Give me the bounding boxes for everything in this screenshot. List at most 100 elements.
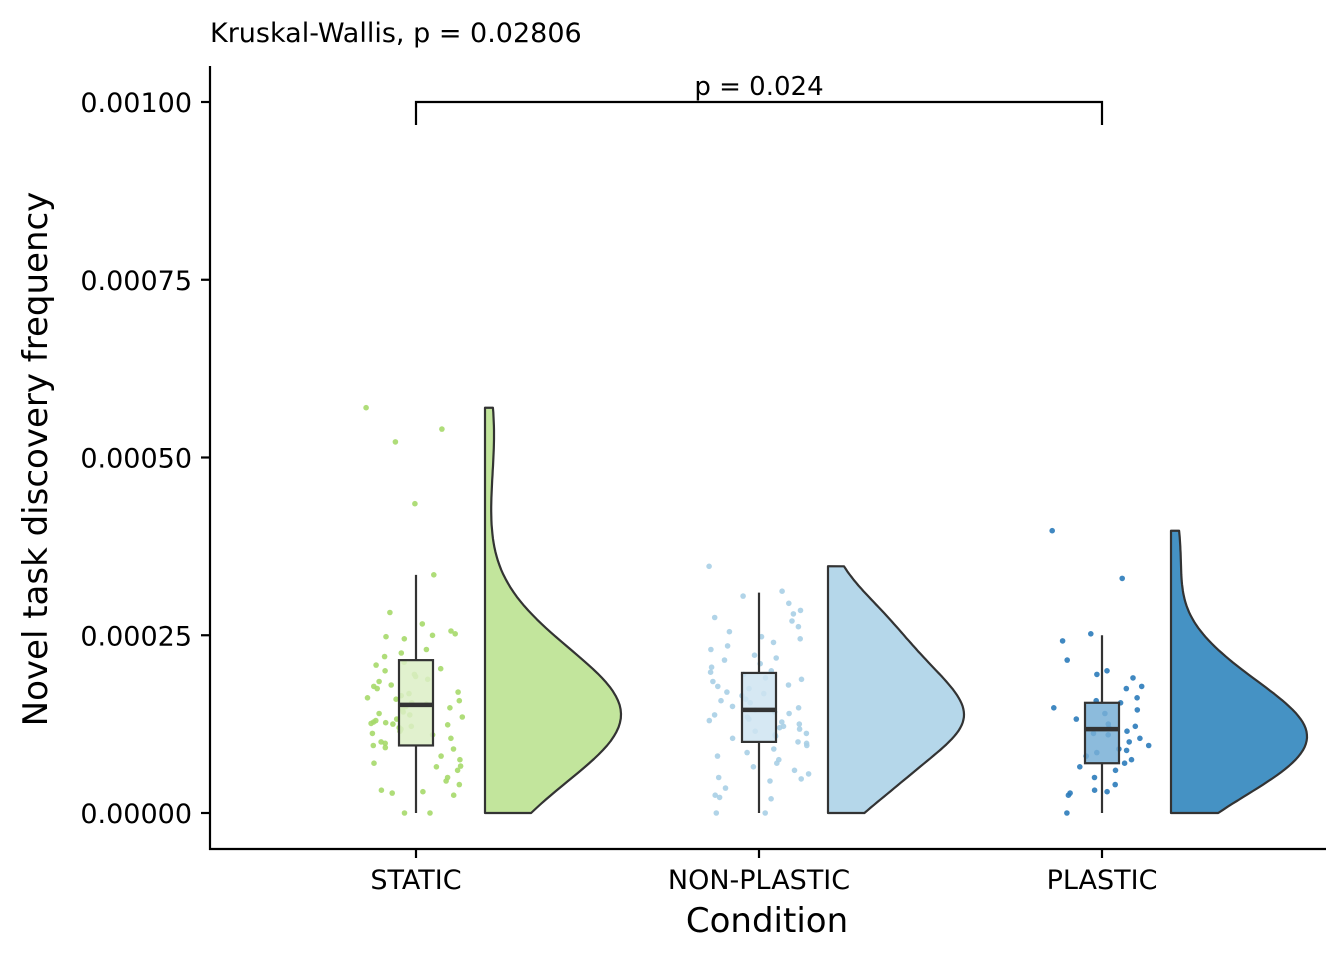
y-tick-label: 0.00000 <box>80 799 192 830</box>
data-point <box>712 792 718 798</box>
data-point <box>382 668 388 674</box>
data-point <box>786 710 792 717</box>
data-point <box>389 790 396 796</box>
data-point <box>454 767 461 774</box>
data-point <box>382 740 389 747</box>
data-point <box>729 735 736 742</box>
data-point <box>798 676 805 683</box>
data-point <box>433 764 440 770</box>
data-point <box>382 719 389 726</box>
data-point <box>789 618 795 624</box>
x-tick-label: STATIC <box>370 865 461 896</box>
y-ticks: 0.00000 0.00025 0.00050 0.00075 0.00100 <box>80 88 210 830</box>
data-point <box>776 724 783 731</box>
data-point <box>796 721 803 727</box>
data-point <box>452 631 459 637</box>
data-point <box>751 652 758 658</box>
data-point <box>1051 705 1057 711</box>
data-point <box>420 788 426 795</box>
data-point <box>1104 668 1110 674</box>
bracket-line <box>414 100 1104 125</box>
data-point <box>459 714 466 720</box>
data-point <box>1059 638 1066 644</box>
data-point <box>1073 716 1080 722</box>
data-point <box>398 650 405 656</box>
data-point <box>726 628 733 635</box>
comparison-bracket: p = 0.024 <box>414 72 1104 125</box>
data-point <box>419 621 426 627</box>
data-point <box>1088 631 1094 637</box>
data-point <box>718 697 724 704</box>
data-point <box>370 742 377 749</box>
data-point <box>795 623 802 630</box>
data-point <box>1138 683 1145 690</box>
data-point <box>457 756 463 763</box>
data-point <box>805 771 812 777</box>
data-point <box>392 439 399 445</box>
data-point <box>722 785 729 791</box>
data-point <box>1130 675 1136 681</box>
data-point <box>1134 707 1141 713</box>
data-point <box>448 628 454 634</box>
data-point <box>387 609 393 616</box>
data-point <box>721 657 728 663</box>
data-point <box>382 744 389 751</box>
data-point <box>376 678 382 685</box>
data-point <box>762 810 768 816</box>
data-point <box>710 678 716 685</box>
data-point <box>1064 657 1070 663</box>
data-point <box>790 611 797 617</box>
data-point <box>786 600 792 607</box>
data-point <box>771 746 777 752</box>
data-point <box>448 735 454 742</box>
density-cloud <box>483 406 623 815</box>
data-point <box>373 662 379 668</box>
data-point <box>1123 747 1130 754</box>
data-point <box>1132 723 1139 730</box>
data-point <box>423 646 430 653</box>
data-point <box>401 636 408 642</box>
data-point <box>412 500 418 507</box>
data-point <box>1064 810 1070 816</box>
data-point <box>724 689 730 695</box>
box-iqr <box>1083 701 1121 765</box>
data-point <box>797 607 804 614</box>
data-point <box>785 682 792 688</box>
data-point <box>797 636 803 642</box>
data-point <box>773 655 779 661</box>
y-tick-label: 0.00025 <box>80 621 192 652</box>
data-point <box>438 753 444 759</box>
data-point <box>1145 742 1152 749</box>
data-point <box>1065 792 1072 798</box>
data-point <box>715 683 721 690</box>
data-point <box>1126 739 1132 745</box>
data-point <box>750 764 757 770</box>
data-point <box>374 685 381 692</box>
data-point <box>368 720 374 727</box>
data-point <box>707 669 714 675</box>
box-iqr <box>740 671 778 743</box>
y-tick-label: 0.00075 <box>80 266 192 297</box>
x-ticks: STATIC NON-PLASTIC PLASTIC <box>370 850 1157 896</box>
data-point <box>774 760 780 766</box>
data-point <box>804 742 810 749</box>
data-point <box>443 778 449 784</box>
data-point <box>744 749 750 756</box>
chart-subtitle: Kruskal-Wallis, p = 0.02806 <box>210 18 582 49</box>
data-point <box>724 643 731 649</box>
x-tick-label: PLASTIC <box>1047 865 1158 896</box>
x-tick-label: NON-PLASTIC <box>668 865 850 896</box>
density-cloud <box>826 565 966 815</box>
data-point <box>456 781 463 788</box>
density-clouds <box>483 406 1309 815</box>
data-point <box>431 572 437 578</box>
data-point <box>383 633 389 640</box>
y-axis-title: Novel task discovery frequency <box>16 192 56 727</box>
data-point <box>708 664 715 670</box>
data-point <box>1091 787 1098 793</box>
data-point <box>457 763 464 769</box>
data-point <box>456 697 463 704</box>
data-point <box>767 778 773 784</box>
data-point <box>1112 781 1118 788</box>
data-point <box>729 703 736 710</box>
